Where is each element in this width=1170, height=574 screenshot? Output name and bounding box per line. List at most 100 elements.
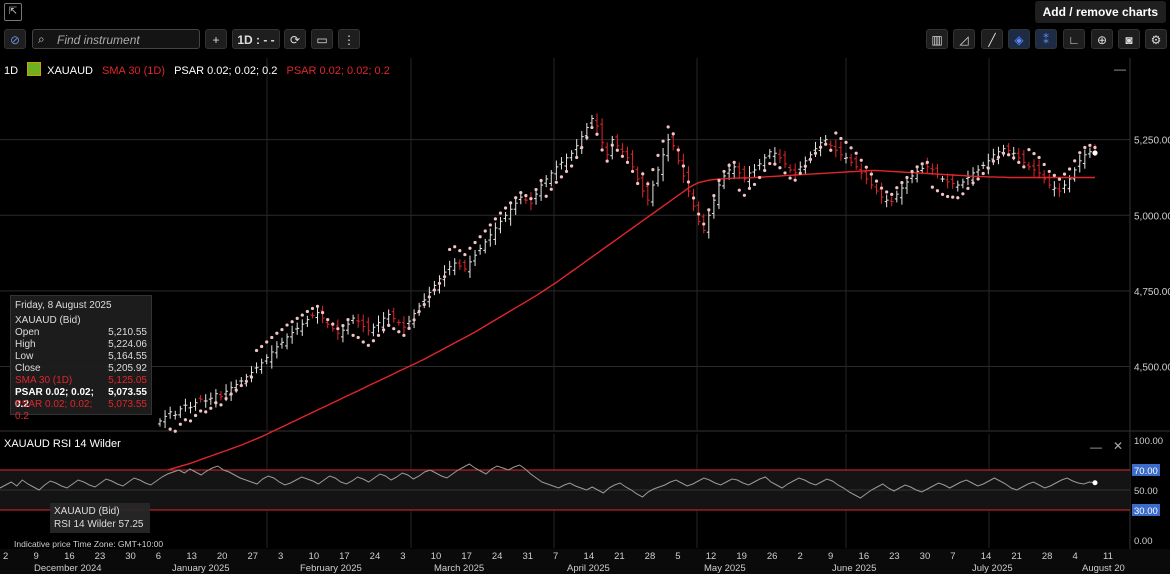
psar-dot bbox=[199, 409, 203, 413]
ohlc-bar bbox=[569, 150, 574, 161]
psar-dot bbox=[1017, 160, 1021, 164]
x-day-tick: 3 bbox=[400, 551, 405, 562]
layout-icon[interactable]: ▭ bbox=[311, 29, 333, 49]
bars-icon[interactable]: ▥ bbox=[926, 29, 948, 49]
x-day-tick: 14 bbox=[584, 551, 595, 562]
psar-dot bbox=[895, 186, 899, 190]
add-remove-charts-button[interactable]: Add / remove charts bbox=[1034, 1, 1166, 23]
instrument-search[interactable]: ⌕ bbox=[32, 29, 200, 49]
hide-icon[interactable]: ◈ bbox=[1008, 29, 1030, 49]
psar-dot bbox=[442, 275, 447, 279]
ohlc-bar bbox=[788, 164, 793, 173]
link-icon[interactable]: ⊘ bbox=[4, 29, 26, 49]
ohlc-bar bbox=[650, 180, 655, 207]
sma-line bbox=[159, 169, 1095, 473]
psar-dot bbox=[940, 192, 945, 196]
psar-dot bbox=[422, 302, 426, 307]
psar-dot bbox=[539, 178, 543, 183]
psar-dot bbox=[1047, 169, 1051, 174]
ohlc-bar bbox=[935, 164, 940, 179]
x-day-tick: 14 bbox=[981, 551, 992, 562]
tooltip-date: Friday, 8 August 2025 bbox=[15, 300, 112, 311]
tooltip-row: Close 5,205.92 bbox=[15, 363, 147, 375]
psar-dot bbox=[758, 175, 762, 180]
ohlc-bar bbox=[955, 180, 960, 192]
indicator-icon[interactable]: ⁑ bbox=[1035, 29, 1057, 49]
psar-dot bbox=[549, 187, 553, 191]
ohlc-bar bbox=[605, 142, 610, 160]
chart-type-icon[interactable]: ◿ bbox=[953, 29, 975, 49]
psar-dot bbox=[691, 196, 696, 200]
zoom-icon[interactable]: ⊕ bbox=[1091, 29, 1113, 49]
popout-icon[interactable]: ⇱ bbox=[4, 3, 22, 21]
psar-dot bbox=[275, 331, 279, 335]
ohlc-bar bbox=[1032, 159, 1037, 177]
ohlc-bar bbox=[666, 133, 671, 162]
ohlc-bar bbox=[976, 165, 981, 177]
ohlc-bar bbox=[950, 173, 955, 189]
psar-dot bbox=[1042, 162, 1046, 167]
refresh-icon[interactable]: ⟳ bbox=[284, 29, 306, 49]
x-day-tick: 7 bbox=[553, 551, 558, 562]
ohlc-tooltip: Friday, 8 August 2025 XAUAUD (Bid) Open 5… bbox=[10, 295, 152, 422]
rsi-minimize-icon[interactable]: — bbox=[1090, 440, 1102, 454]
psar-dot bbox=[610, 143, 614, 147]
psar-legend-white[interactable]: PSAR 0.02; 0.02; 0.2 bbox=[174, 65, 278, 77]
search-input[interactable] bbox=[55, 31, 199, 49]
x-day-tick: 20 bbox=[217, 551, 228, 562]
psar-dot bbox=[249, 375, 254, 379]
x-day-tick: 30 bbox=[920, 551, 931, 562]
psar-dot bbox=[956, 196, 960, 200]
ohlc-bar bbox=[1016, 147, 1021, 164]
settings-icon[interactable]: ⚙ bbox=[1145, 29, 1167, 49]
interval-selector[interactable]: 1D : - - bbox=[232, 29, 280, 49]
psar-legend-red[interactable]: PSAR 0.02; 0.02; 0.2 bbox=[286, 65, 390, 77]
add-instrument-button[interactable]: + bbox=[205, 29, 227, 49]
psar-dot bbox=[524, 194, 528, 198]
ohlc-bar bbox=[1057, 183, 1062, 197]
chart-toolbar: ⊘ ⌕ + 1D : - - ⟳ ▭ ⋮ ▥ ◿ ╱ ◈ ⁑ ∟ ⊕ ◙ ⚙ bbox=[0, 27, 1170, 53]
psar-dot bbox=[381, 328, 386, 332]
draw-line-icon[interactable]: ╱ bbox=[981, 29, 1003, 49]
ohlc-bar bbox=[711, 194, 716, 219]
ohlc-bar bbox=[290, 325, 295, 344]
minimize-icon[interactable]: — bbox=[1114, 62, 1126, 76]
psar-dot bbox=[371, 339, 376, 343]
ohlc-bar bbox=[528, 192, 533, 211]
psar-dot bbox=[188, 419, 193, 423]
ohlc-bar bbox=[274, 341, 279, 359]
ohlc-bar bbox=[371, 323, 376, 337]
psar-dot bbox=[778, 166, 782, 170]
tooltip-label: SMA 30 (1D) bbox=[15, 375, 73, 386]
psar-dot bbox=[1052, 173, 1056, 177]
tooltip-instrument: XAUAUD (Bid) bbox=[15, 315, 81, 326]
rsi-close-icon[interactable]: ✕ bbox=[1113, 439, 1124, 453]
ohlc-bar bbox=[640, 171, 645, 198]
gold-icon bbox=[27, 62, 42, 76]
ohlc-bar bbox=[849, 153, 854, 167]
psar-dot bbox=[376, 333, 381, 337]
psar-dot bbox=[818, 145, 823, 149]
price-chart[interactable]: 5,250.005,000.004,750.004,500.00 100.007… bbox=[0, 55, 1170, 574]
more-options-icon[interactable]: ⋮ bbox=[338, 29, 360, 49]
psar-dot bbox=[625, 160, 630, 164]
ohlc-bar bbox=[208, 392, 213, 405]
sma-legend[interactable]: SMA 30 (1D) bbox=[102, 65, 165, 77]
psar-dot bbox=[824, 142, 828, 146]
camera-icon[interactable]: ◙ bbox=[1118, 29, 1140, 49]
psar-dot bbox=[193, 413, 198, 418]
ohlc-bar bbox=[706, 208, 711, 239]
psar-dot bbox=[564, 169, 569, 174]
psar-dot bbox=[321, 311, 325, 315]
ohlc-bar bbox=[808, 151, 813, 164]
x-day-tick: 26 bbox=[767, 551, 778, 562]
psar-dot bbox=[641, 172, 645, 176]
psar-dot bbox=[859, 158, 863, 162]
ohlc-bar bbox=[940, 175, 945, 182]
ohlc-bar bbox=[600, 118, 605, 149]
psar-dot bbox=[417, 309, 421, 314]
ohlc-bar bbox=[1072, 167, 1077, 182]
psar-dot bbox=[300, 313, 304, 317]
study-icon[interactable]: ∟ bbox=[1063, 29, 1085, 49]
psar-dot bbox=[996, 155, 1001, 159]
